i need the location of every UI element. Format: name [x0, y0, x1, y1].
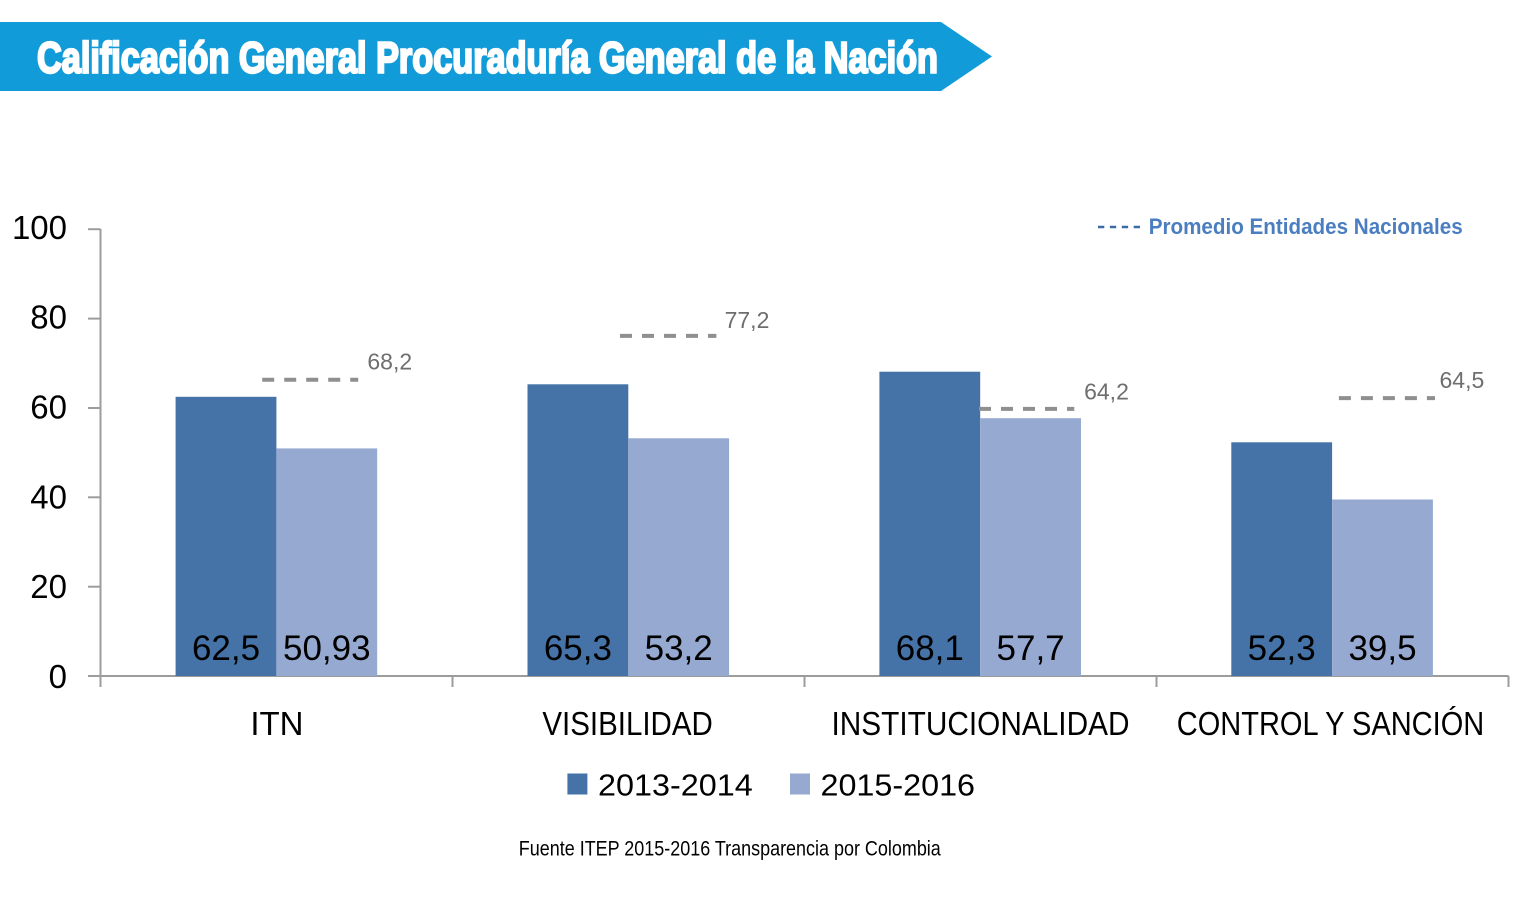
svg-text:50,93: 50,93: [283, 629, 371, 668]
svg-text:68,2: 68,2: [367, 348, 412, 374]
svg-text:53,2: 53,2: [645, 629, 713, 668]
svg-text:Fuente ITEP 2015-2016 Transpar: Fuente ITEP 2015-2016 Transparencia por …: [519, 838, 941, 861]
svg-text:68,1: 68,1: [896, 629, 964, 668]
svg-text:77,2: 77,2: [725, 307, 770, 333]
svg-text:Calificación General Procuradu: Calificación General Procuraduría Genera…: [37, 34, 938, 83]
svg-text:Promedio Entidades Nacionales: Promedio Entidades Nacionales: [1149, 214, 1463, 239]
svg-text:2015-2016: 2015-2016: [821, 767, 976, 802]
svg-text:40: 40: [30, 478, 67, 515]
svg-text:65,3: 65,3: [544, 629, 612, 668]
svg-text:2013-2014: 2013-2014: [598, 767, 753, 802]
svg-text:80: 80: [30, 299, 67, 336]
svg-text:INSTITUCIONALIDAD: INSTITUCIONALIDAD: [832, 705, 1130, 742]
svg-text:52,3: 52,3: [1248, 629, 1316, 668]
svg-text:60: 60: [30, 389, 67, 426]
svg-text:ITN: ITN: [250, 705, 303, 742]
svg-text:0: 0: [49, 658, 67, 695]
svg-text:57,7: 57,7: [997, 629, 1065, 668]
svg-text:CONTROL Y SANCIÓN: CONTROL Y SANCIÓN: [1177, 705, 1485, 742]
svg-text:VISIBILIDAD: VISIBILIDAD: [542, 705, 713, 742]
svg-text:62,5: 62,5: [192, 629, 260, 668]
svg-text:100: 100: [12, 209, 67, 246]
svg-text:64,2: 64,2: [1084, 378, 1129, 404]
svg-text:64,5: 64,5: [1440, 367, 1485, 393]
svg-text:20: 20: [30, 568, 67, 605]
svg-text:39,5: 39,5: [1348, 629, 1416, 668]
